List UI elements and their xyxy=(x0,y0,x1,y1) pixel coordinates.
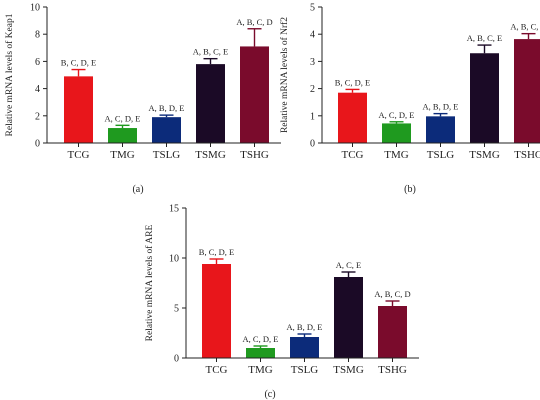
data-label: A, C, E xyxy=(336,260,362,270)
bar xyxy=(290,337,319,358)
bar xyxy=(338,92,367,143)
y-tick-label: 8 xyxy=(35,30,40,41)
data-label: A, C, D, E xyxy=(105,113,141,123)
data-label: A, B, C, E xyxy=(193,47,228,57)
y-tick-label: 0 xyxy=(174,354,179,365)
bar xyxy=(378,306,407,358)
data-label: B, C, D, E xyxy=(199,247,234,257)
x-tick-label: TSLG xyxy=(291,364,319,376)
y-tick-label: 0 xyxy=(310,139,315,150)
panel-label: (a) xyxy=(132,184,143,195)
bar xyxy=(64,76,93,143)
y-tick-label: 6 xyxy=(35,57,40,68)
x-tick-label: TMG xyxy=(384,149,409,161)
bar xyxy=(246,348,275,358)
data-label: A, B, D, E xyxy=(423,102,459,112)
y-tick-label: 2 xyxy=(35,111,40,122)
bar xyxy=(202,264,231,358)
y-tick-label: 0 xyxy=(35,139,40,150)
x-tick-label: TSLG xyxy=(153,149,181,161)
x-tick-label: TCG xyxy=(68,149,90,161)
data-label: A, B, C, D xyxy=(236,17,272,27)
bar xyxy=(152,117,181,143)
y-axis-label: Relative mRNA levels of ARE xyxy=(144,224,155,341)
data-label: B, C, D, E xyxy=(61,58,96,68)
x-tick-label: TSMG xyxy=(469,149,500,161)
data-label: A, C, D, E xyxy=(243,334,279,344)
x-tick-label: TSHG xyxy=(378,364,407,376)
y-tick-label: 2 xyxy=(310,84,315,95)
bar xyxy=(426,116,455,143)
bar xyxy=(196,64,225,143)
x-tick-label: TSMG xyxy=(195,149,226,161)
y-tick-label: 15 xyxy=(169,204,179,215)
y-tick-label: 10 xyxy=(30,3,40,14)
bar xyxy=(334,277,363,358)
bar xyxy=(240,46,269,143)
x-tick-label: TSLG xyxy=(427,149,455,161)
x-tick-label: TSMG xyxy=(333,364,364,376)
chart-panel-0: B, C, D, E TCG A, C, D, E TMG A, B, D, E TSLG… xyxy=(4,3,281,195)
y-tick-label: 1 xyxy=(310,111,315,122)
chart-panel-1: B, C, D, E TCG A, C, D, E TMG A, B, D, E TSLG… xyxy=(279,3,540,195)
x-tick-label: TMG xyxy=(110,149,135,161)
x-tick-label: TSHG xyxy=(240,149,269,161)
data-label: A, B, C, D xyxy=(374,289,410,299)
chart-panel-2: B, C, D, E TCG A, C, D, E TMG A, B, D, E TSLG… xyxy=(144,204,419,400)
bar xyxy=(514,39,540,143)
data-label: A, B, D, E xyxy=(149,103,185,113)
y-tick-label: 10 xyxy=(169,254,179,265)
data-label: A, B, C, D xyxy=(510,22,540,32)
panel-label: (b) xyxy=(404,184,416,195)
bar xyxy=(470,53,499,143)
bar xyxy=(108,128,137,143)
y-tick-label: 5 xyxy=(310,3,315,14)
panel-label: (c) xyxy=(264,389,275,400)
y-axis-label: Relative mRNA levels of Nrf2 xyxy=(279,17,290,133)
data-label: A, C, D, E xyxy=(379,110,415,120)
data-label: A, B, C, E xyxy=(467,33,502,43)
x-tick-label: TCG xyxy=(342,149,364,161)
y-tick-label: 4 xyxy=(35,84,40,95)
data-label: B, C, D, E xyxy=(335,77,370,87)
x-tick-label: TMG xyxy=(248,364,273,376)
y-tick-label: 4 xyxy=(310,30,315,41)
y-tick-label: 5 xyxy=(174,304,179,315)
data-label: A, B, D, E xyxy=(287,322,323,332)
y-tick-label: 3 xyxy=(310,57,315,68)
x-tick-label: TSHG xyxy=(514,149,540,161)
x-tick-label: TCG xyxy=(206,364,228,376)
y-axis-label: Relative mRNA levels of Keap1 xyxy=(4,13,15,136)
bar xyxy=(382,123,411,143)
